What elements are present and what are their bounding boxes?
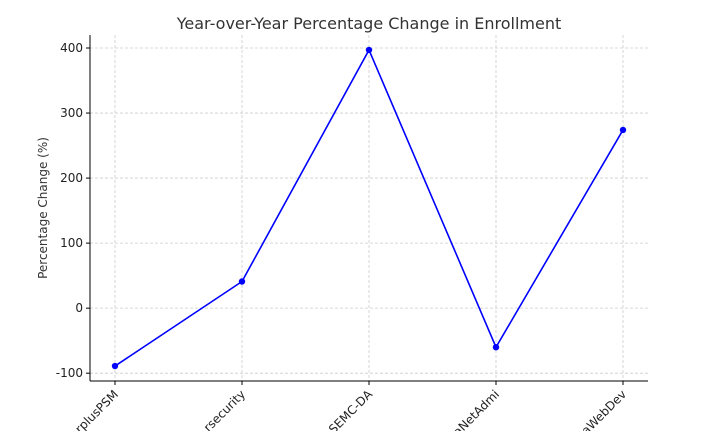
y-tick-label: -100	[56, 366, 83, 380]
data-point	[365, 46, 373, 54]
y-axis-label: Percentage Change (%)	[36, 137, 50, 279]
data-point	[492, 343, 500, 351]
grid-lines	[90, 35, 648, 381]
data-point	[238, 278, 246, 285]
chart-title: Year-over-Year Percentage Change in Enro…	[176, 14, 562, 33]
x-tick-label: rsecurity	[201, 387, 248, 431]
y-tick-label: 0	[75, 301, 83, 315]
x-tick-label: SEMC-DA	[326, 387, 376, 431]
data-points	[111, 46, 627, 370]
x-tick-label: aWebDev	[579, 387, 629, 431]
y-tick-label: 300	[60, 106, 83, 120]
x-tick-label: rplusPSM	[72, 387, 121, 431]
y-tick-label: 100	[60, 236, 83, 250]
data-point	[111, 362, 119, 370]
x-tick-label: aNetAdmi	[450, 387, 502, 431]
y-tick-label: 200	[60, 171, 83, 185]
data-point	[619, 126, 627, 134]
y-tick-label: 400	[60, 41, 83, 55]
